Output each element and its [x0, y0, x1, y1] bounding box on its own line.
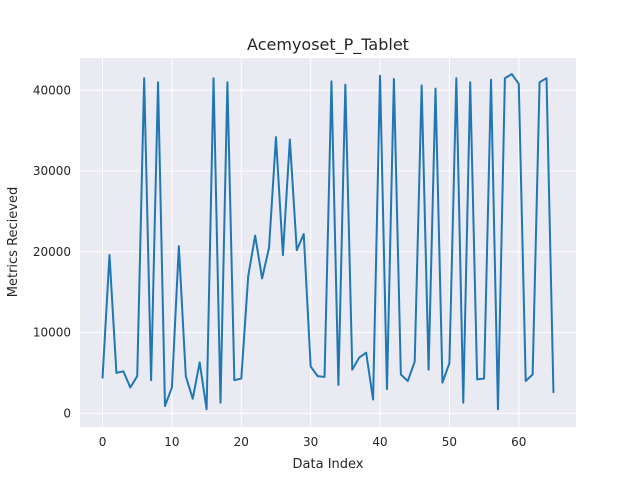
x-tick-label: 10	[164, 435, 179, 449]
x-tick-label: 40	[372, 435, 387, 449]
x-tick-label: 50	[442, 435, 457, 449]
x-tick-label: 30	[303, 435, 318, 449]
y-axis-label: Metrics Recieved	[6, 187, 21, 297]
x-tick-label: 60	[511, 435, 526, 449]
y-tick-label: 20000	[33, 245, 71, 259]
y-tick-label: 10000	[33, 326, 71, 340]
x-axis-label: Data Index	[293, 457, 364, 472]
y-tick-label: 0	[63, 406, 71, 420]
y-tick-label: 30000	[33, 164, 71, 178]
x-tick-label: 20	[234, 435, 249, 449]
y-tick-label: 40000	[33, 83, 71, 97]
chart-title: Acemyoset_P_Tablet	[247, 35, 409, 55]
x-tick-label: 0	[99, 435, 107, 449]
